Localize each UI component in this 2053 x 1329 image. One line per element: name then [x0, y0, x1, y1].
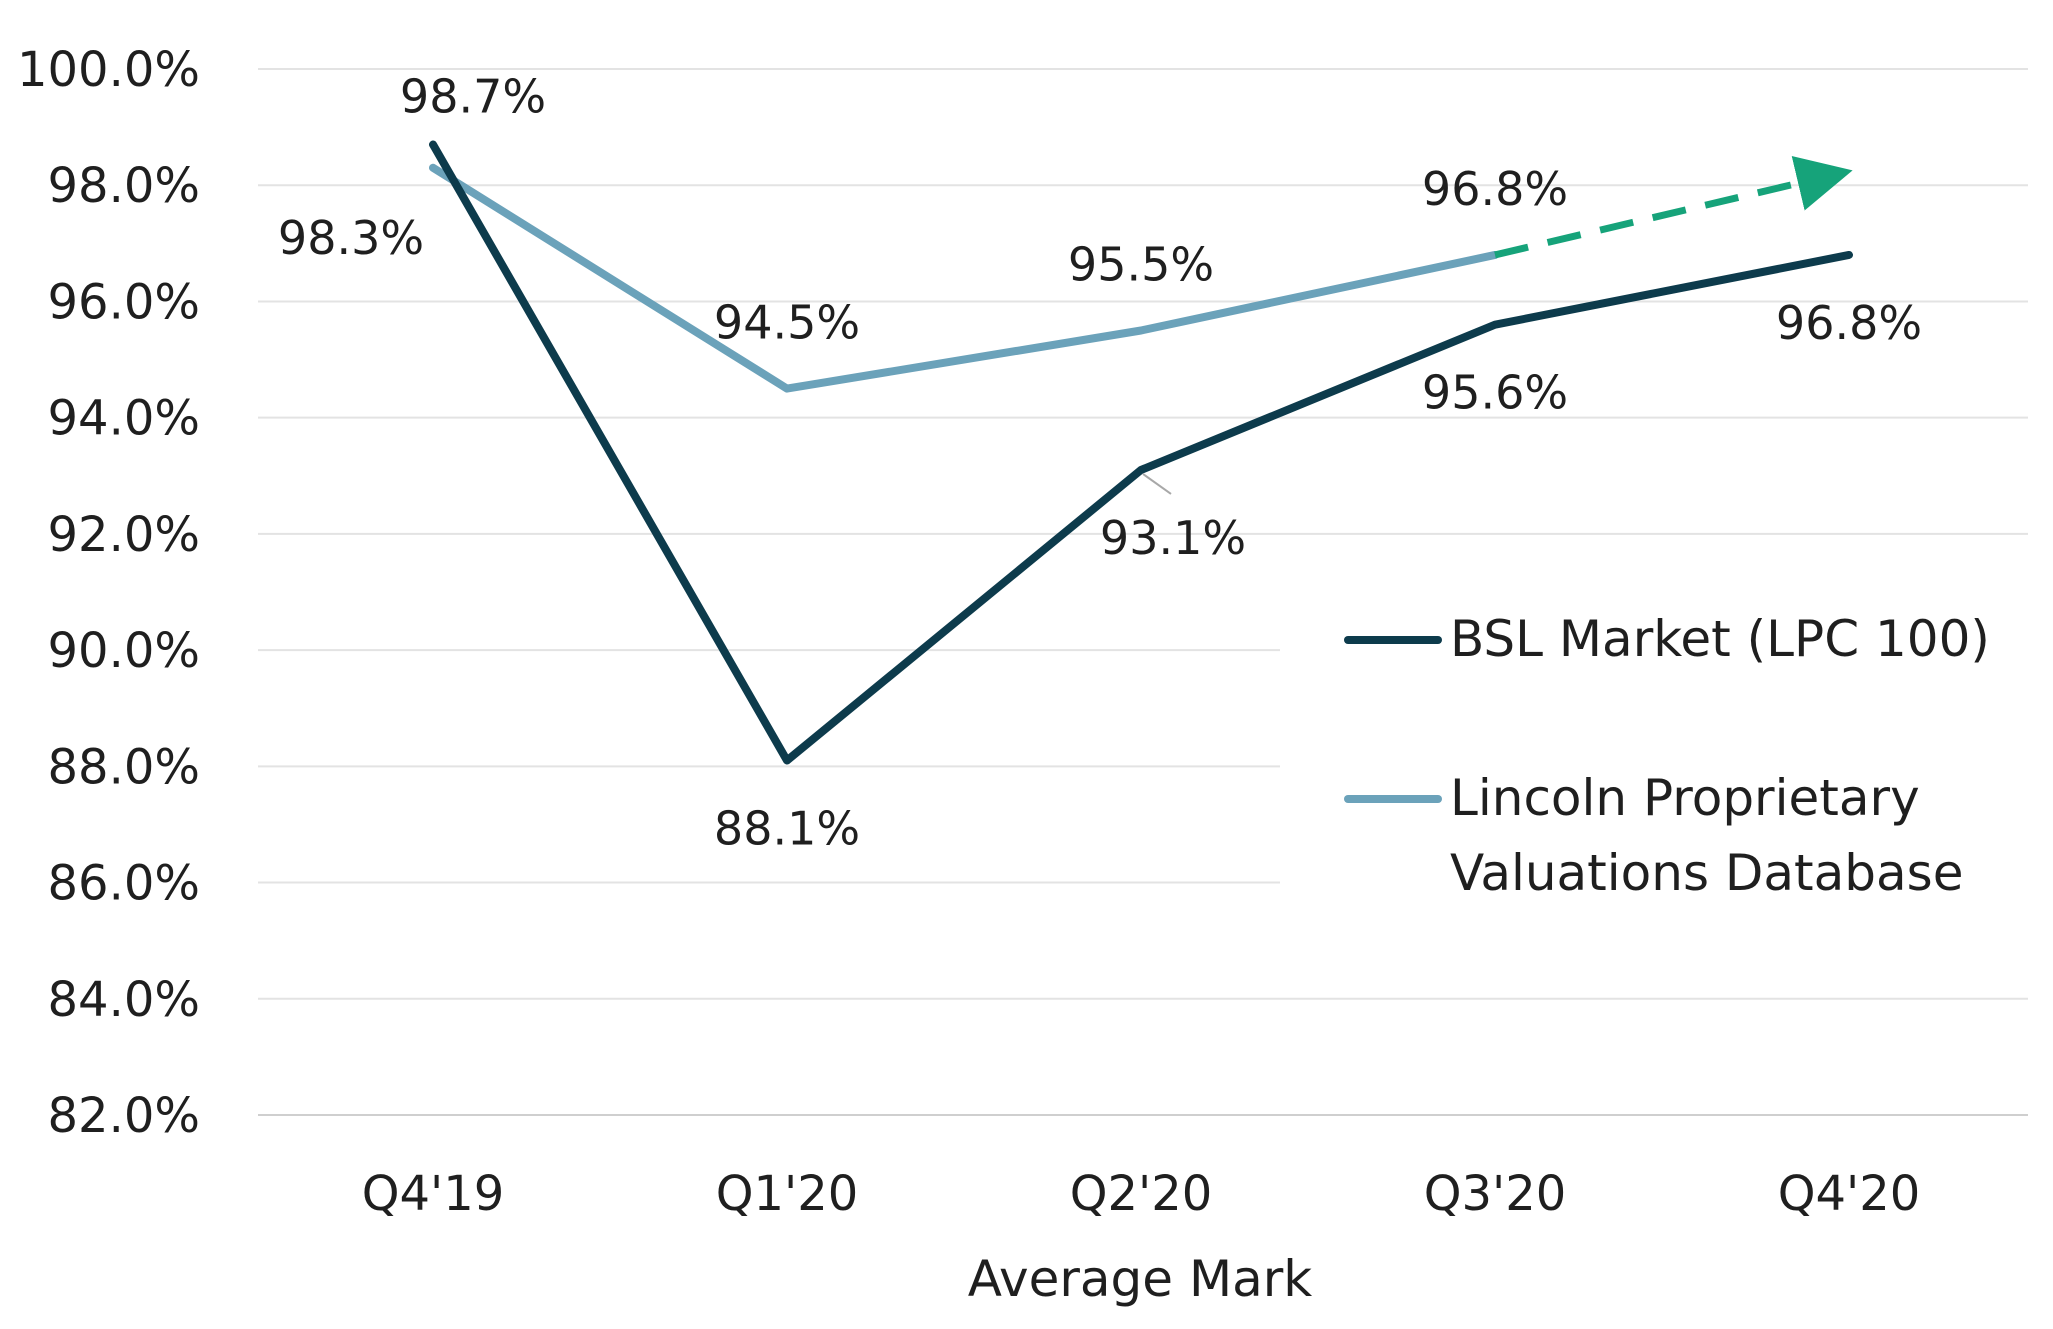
y-tick-label: 86.0% — [48, 856, 200, 912]
y-axis-tick-labels: 82.0% 84.0% 86.0% 88.0% 90.0% 92.0% 94.0% 96.0%… — [17, 42, 200, 1144]
gridlines — [258, 68, 2028, 1116]
series-line-bsl — [429, 140, 1853, 765]
x-tick-label: Q2'20 — [1070, 1166, 1213, 1222]
y-tick-label: 82.0% — [48, 1088, 200, 1144]
y-tick-label: 94.0% — [48, 391, 200, 447]
data-label-bsl: 95.6% — [1422, 366, 1568, 420]
leader-line — [1142, 473, 1172, 495]
data-label-bsl: 98.7% — [400, 70, 546, 124]
y-tick-label: 92.0% — [48, 507, 200, 563]
y-tick-label: 98.0% — [48, 158, 200, 214]
series-lines — [429, 140, 1853, 765]
legend-label-lincoln-line1: Lincoln Proprietary — [1450, 769, 1920, 827]
data-label-bsl: 88.1% — [714, 802, 860, 856]
y-tick-label: 84.0% — [48, 972, 200, 1028]
data-label-lincoln: 94.5% — [714, 296, 860, 350]
x-tick-label: Q1'20 — [716, 1166, 859, 1222]
data-labels: 98.7% 88.1% 93.1% 95.6% 96.8% 98.3% 94.5% 95.5%… — [278, 70, 1922, 856]
y-tick-label: 90.0% — [48, 623, 200, 679]
x-axis-title: Average Mark — [968, 1250, 1313, 1308]
data-label-lincoln: 95.5% — [1068, 238, 1214, 292]
y-tick-label: 96.0% — [48, 274, 200, 330]
data-label-bsl: 96.8% — [1776, 296, 1922, 350]
x-tick-label: Q3'20 — [1424, 1166, 1567, 1222]
legend-label-bsl: BSL Market (LPC 100) — [1450, 610, 1990, 668]
data-label-lincoln: 96.8% — [1422, 162, 1568, 216]
x-tick-label: Q4'19 — [362, 1166, 505, 1222]
y-tick-label: 100.0% — [17, 42, 200, 98]
series-line-lincoln — [429, 163, 1499, 393]
projection-arrow — [1494, 156, 1853, 259]
data-label-lincoln: 98.3% — [278, 211, 424, 265]
legend: BSL Market (LPC 100) Lincoln Proprietary V… — [1344, 610, 1990, 902]
x-tick-label: Q4'20 — [1778, 1166, 1921, 1222]
x-axis-tick-labels: Q4'19 Q1'20 Q2'20 Q3'20 Q4'20 — [362, 1166, 1921, 1222]
data-label-bsl: 93.1% — [1100, 511, 1246, 565]
y-tick-label: 88.0% — [48, 739, 200, 795]
legend-label-lincoln-line2: Valuations Database — [1450, 844, 1963, 902]
